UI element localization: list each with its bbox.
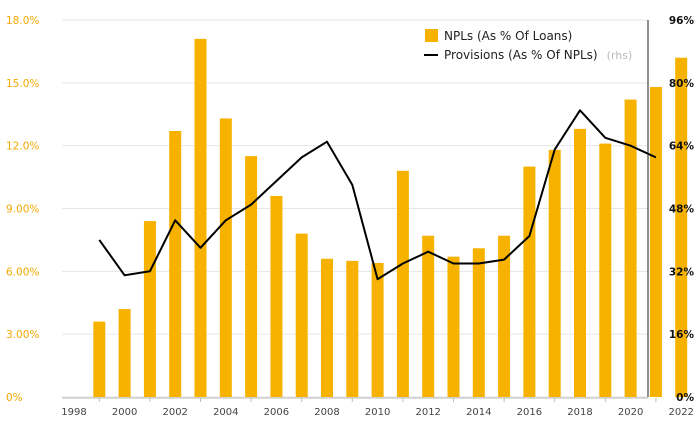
right-tick-label: 96% [669, 15, 695, 27]
left-tick-label: 18.0% [6, 15, 39, 27]
bar-2003 [194, 38, 207, 397]
bar-2011 [396, 170, 409, 397]
x-tick-label: 2018 [567, 407, 592, 418]
bar-2000 [118, 309, 131, 397]
bar-2004 [219, 118, 232, 397]
bar-2020 [624, 99, 637, 397]
x-tick-label: 2022 [668, 407, 693, 418]
x-tick-label: 2016 [517, 407, 542, 418]
x-tick-label: 2014 [466, 407, 491, 418]
bar-2001 [143, 221, 156, 397]
x-tick-label: 2012 [415, 407, 440, 418]
x-tick-label: 2006 [264, 407, 289, 418]
bar-2021 [649, 87, 662, 398]
bar-2014 [472, 248, 485, 397]
left-tick-label: 6.00% [6, 266, 39, 278]
provisions-line [98, 109, 657, 281]
x-tick-label: 1998 [61, 407, 86, 418]
bar-2007 [295, 233, 308, 397]
bar-2013 [447, 256, 460, 397]
bar-2002 [169, 131, 182, 397]
line-series-provisions [98, 109, 657, 281]
right-y-axis: 0% 16% 32% 48% 64% 80% 96% [647, 15, 695, 404]
x-axis: 1998 2000 2002 2004 2006 2008 2010 2012 2014 2016… [61, 397, 694, 418]
bar-2022 [675, 57, 688, 397]
bar-2019 [599, 143, 612, 397]
legend-label-provisions-rhs: (rhs) [607, 49, 633, 62]
x-tick-label: 2002 [162, 407, 187, 418]
left-tick-label: 0% [6, 392, 23, 404]
x-tick-label: 2008 [314, 407, 339, 418]
right-tick-label: 48% [669, 204, 695, 216]
bar-2009 [346, 260, 359, 397]
left-tick-label: 3.00% [6, 329, 39, 341]
x-tick-label: 2004 [213, 407, 238, 418]
bar-2005 [245, 156, 258, 397]
bar-2012 [422, 235, 435, 397]
left-tick-label: 9.00% [6, 204, 39, 216]
x-tick-label: 2020 [618, 407, 643, 418]
right-tick-label: 32% [669, 266, 695, 278]
bar-2016 [523, 166, 536, 397]
bar-1999 [93, 321, 106, 397]
legend-label-provisions-name: Provisions (As % Of NPLs) [444, 48, 598, 62]
legend-swatch-npls [425, 29, 438, 42]
left-tick-label: 15.0% [6, 78, 39, 90]
legend-label-provisions: Provisions (As % Of NPLs) (rhs) [444, 44, 632, 63]
bar-2010 [371, 262, 384, 397]
x-tick-label: 2010 [365, 407, 390, 418]
right-tick-label: 0% [676, 392, 694, 404]
right-tick-label: 64% [669, 141, 695, 153]
legend-label-npls: NPLs (As % Of Loans) [444, 29, 572, 43]
bar-series-npls [93, 38, 688, 398]
right-tick-label: 80% [669, 78, 695, 90]
x-tick-label: 2000 [112, 407, 137, 418]
bar-2006 [270, 195, 283, 397]
bar-2018 [574, 128, 586, 397]
right-tick-label: 16% [669, 329, 695, 341]
bar-2015 [498, 235, 511, 397]
left-tick-label: 12.0% [6, 141, 39, 153]
bar-2008 [321, 258, 333, 397]
bar-2017 [548, 149, 561, 397]
legend: NPLs (As % Of Loans) Provisions (As % Of… [424, 29, 632, 63]
left-y-axis: 0% 3.00% 6.00% 9.00% 12.0% 15.0% 18.0% [6, 15, 39, 404]
